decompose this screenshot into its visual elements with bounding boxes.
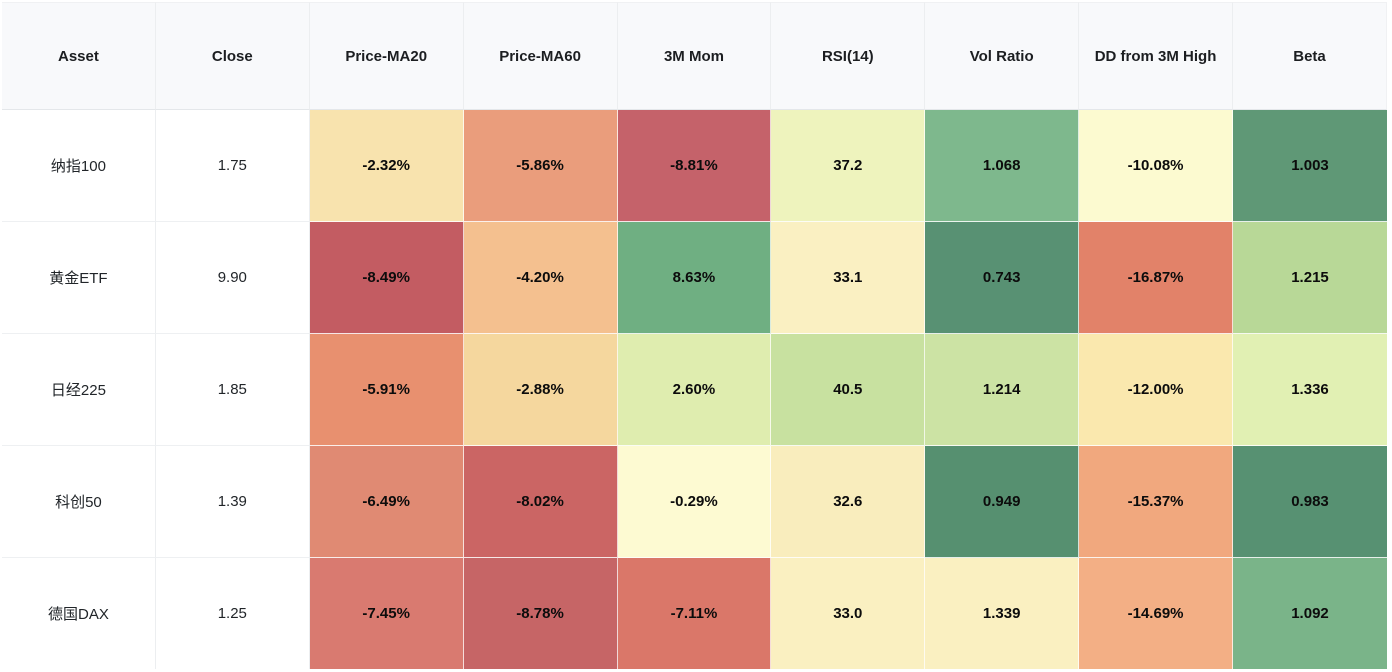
- heatmap-cell-price-ma60: -8.78%: [463, 558, 618, 669]
- close-value-cell: 1.39: [155, 446, 310, 558]
- close-value-cell: 1.25: [155, 558, 310, 669]
- column-header-price-ma20: Price-MA20: [309, 2, 464, 110]
- heatmap-cell-rsi14: 33.1: [771, 222, 926, 334]
- heatmap-cell-dd-3m-high: -10.08%: [1079, 110, 1233, 222]
- asset-name-cell: 德国DAX: [2, 558, 156, 669]
- heatmap-cell-vol-ratio: 0.949: [925, 446, 1080, 558]
- table-row: 科创50 1.39 -6.49% -8.02% -0.29% 32.6 0.94…: [2, 446, 1387, 558]
- heatmap-cell-3m-mom: 8.63%: [617, 222, 772, 334]
- column-header-beta: Beta: [1233, 2, 1387, 110]
- heatmap-cell-dd-3m-high: -16.87%: [1079, 222, 1233, 334]
- table-body: 纳指100 1.75 -2.32% -5.86% -8.81% 37.2 1.0…: [2, 110, 1387, 669]
- asset-name-cell: 黄金ETF: [2, 222, 156, 334]
- heatmap-cell-vol-ratio: 1.068: [925, 110, 1080, 222]
- heatmap-cell-3m-mom: 2.60%: [617, 334, 772, 446]
- heatmap-cell-price-ma20: -2.32%: [309, 110, 464, 222]
- heatmap-cell-price-ma60: -8.02%: [463, 446, 618, 558]
- heatmap-cell-dd-3m-high: -14.69%: [1079, 558, 1233, 669]
- heatmap-cell-beta: 1.003: [1233, 110, 1387, 222]
- heatmap-cell-vol-ratio: 0.743: [925, 222, 1080, 334]
- heatmap-cell-price-ma20: -8.49%: [309, 222, 464, 334]
- heatmap-cell-price-ma20: -6.49%: [309, 446, 464, 558]
- asset-name-cell: 纳指100: [2, 110, 156, 222]
- heatmap-cell-beta: 0.983: [1233, 446, 1387, 558]
- header-row: Asset Close Price-MA20 Price-MA60 3M Mom…: [2, 2, 1387, 110]
- heatmap-cell-rsi14: 33.0: [771, 558, 926, 669]
- table-header: Asset Close Price-MA20 Price-MA60 3M Mom…: [2, 2, 1387, 110]
- table-row: 日经225 1.85 -5.91% -2.88% 2.60% 40.5 1.21…: [2, 334, 1387, 446]
- column-header-close: Close: [155, 2, 310, 110]
- column-header-dd-from-3m-high: DD from 3M High: [1079, 2, 1233, 110]
- heatmap-cell-rsi14: 37.2: [771, 110, 926, 222]
- heatmap-cell-vol-ratio: 1.214: [925, 334, 1080, 446]
- heatmap-cell-price-ma60: -2.88%: [463, 334, 618, 446]
- heatmap-cell-dd-3m-high: -15.37%: [1079, 446, 1233, 558]
- table-row: 德国DAX 1.25 -7.45% -8.78% -7.11% 33.0 1.3…: [2, 558, 1387, 669]
- heatmap-cell-3m-mom: -8.81%: [617, 110, 772, 222]
- close-value-cell: 1.85: [155, 334, 310, 446]
- heatmap-cell-dd-3m-high: -12.00%: [1079, 334, 1233, 446]
- heatmap-cell-beta: 1.092: [1233, 558, 1387, 669]
- asset-name-cell: 日经225: [2, 334, 156, 446]
- column-header-asset: Asset: [2, 2, 156, 110]
- column-header-rsi14: RSI(14): [771, 2, 926, 110]
- heatmap-cell-price-ma20: -7.45%: [309, 558, 464, 669]
- heatmap-cell-beta: 1.336: [1233, 334, 1387, 446]
- column-header-price-ma60: Price-MA60: [463, 2, 618, 110]
- heatmap-cell-rsi14: 40.5: [771, 334, 926, 446]
- heatmap-cell-3m-mom: -0.29%: [617, 446, 772, 558]
- table-row: 纳指100 1.75 -2.32% -5.86% -8.81% 37.2 1.0…: [2, 110, 1387, 222]
- heatmap-cell-rsi14: 32.6: [771, 446, 926, 558]
- heatmap-cell-price-ma20: -5.91%: [309, 334, 464, 446]
- table-row: 黄金ETF 9.90 -8.49% -4.20% 8.63% 33.1 0.74…: [2, 222, 1387, 334]
- asset-name-cell: 科创50: [2, 446, 156, 558]
- heatmap-cell-beta: 1.215: [1233, 222, 1387, 334]
- heatmap-cell-vol-ratio: 1.339: [925, 558, 1080, 669]
- heatmap-cell-price-ma60: -5.86%: [463, 110, 618, 222]
- close-value-cell: 9.90: [155, 222, 310, 334]
- close-value-cell: 1.75: [155, 110, 310, 222]
- column-header-vol-ratio: Vol Ratio: [925, 2, 1080, 110]
- column-header-3m-mom: 3M Mom: [617, 2, 772, 110]
- heatmap-cell-3m-mom: -7.11%: [617, 558, 772, 669]
- heatmap-cell-price-ma60: -4.20%: [463, 222, 618, 334]
